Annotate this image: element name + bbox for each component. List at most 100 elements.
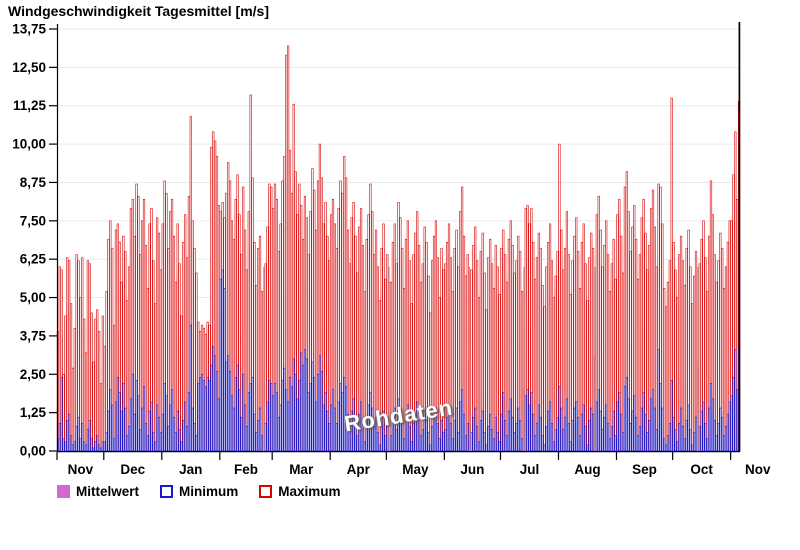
- legend-label-maximum: Maximum: [278, 484, 341, 499]
- min-bar: [507, 410, 510, 452]
- min-bar: [653, 407, 656, 452]
- max-bar: [655, 266, 658, 452]
- min-bar: [502, 392, 505, 452]
- min-bar: [328, 423, 331, 452]
- min-bar: [283, 367, 286, 452]
- max-bar: [668, 260, 671, 452]
- min-bar: [305, 358, 308, 452]
- max-bar: [69, 303, 73, 452]
- min-bar: [96, 435, 99, 452]
- min-bar: [539, 416, 542, 452]
- min-bar: [625, 377, 628, 452]
- max-bar: [550, 260, 554, 452]
- min-bar: [479, 420, 482, 452]
- max-bar: [81, 257, 84, 452]
- min-bar: [537, 404, 540, 452]
- min-bar: [573, 407, 576, 452]
- max-bar: [646, 269, 649, 452]
- min-bar: [92, 447, 95, 452]
- min-bar: [225, 361, 228, 452]
- min-bar: [290, 386, 293, 452]
- max-bar: [83, 318, 86, 452]
- min-bar: [592, 413, 595, 452]
- y-tick-label: 10,00: [12, 137, 46, 152]
- min-bar: [725, 426, 727, 452]
- min-bar: [564, 416, 566, 452]
- min-bar: [260, 435, 263, 452]
- x-month-label: Aug: [574, 462, 600, 477]
- max-bar: [487, 257, 490, 452]
- max-bar: [678, 254, 681, 452]
- max-bar: [545, 266, 548, 452]
- min-bar: [62, 438, 65, 452]
- max-bar: [335, 248, 338, 452]
- max-bar: [90, 312, 93, 452]
- max-bar: [554, 275, 557, 452]
- min-bar: [169, 404, 172, 452]
- min-bar: [487, 426, 490, 452]
- min-bar: [618, 392, 621, 452]
- max-bar: [245, 269, 249, 452]
- min-bar: [257, 420, 260, 452]
- min-bar: [700, 410, 703, 452]
- min-bar: [676, 441, 679, 452]
- min-bar: [730, 395, 733, 452]
- max-bar: [159, 269, 162, 452]
- x-month-label: Apr: [347, 462, 371, 477]
- min-bar: [431, 426, 434, 452]
- min-bar: [158, 416, 160, 452]
- min-bar: [244, 404, 246, 452]
- min-bar: [128, 426, 130, 452]
- min-bar: [612, 410, 615, 452]
- min-bar: [395, 429, 398, 452]
- min-bar: [313, 377, 316, 452]
- min-bar: [292, 358, 295, 452]
- min-bar: [511, 416, 514, 452]
- max-bar: [154, 303, 157, 452]
- min-bar: [481, 410, 484, 452]
- min-bar: [459, 401, 462, 452]
- min-bar: [148, 410, 151, 452]
- min-bar: [195, 435, 198, 452]
- max-bar: [328, 260, 331, 452]
- min-bar: [532, 413, 535, 452]
- min-bar: [289, 377, 291, 452]
- max-bar: [71, 367, 74, 452]
- max-bar: [485, 309, 488, 452]
- min-bar: [463, 413, 465, 452]
- min-bar: [70, 435, 72, 452]
- max-bar: [492, 288, 496, 452]
- min-bar: [551, 423, 553, 452]
- min-bar: [212, 346, 215, 452]
- min-bar: [519, 420, 522, 452]
- min-bar: [221, 269, 224, 452]
- min-bar: [569, 441, 572, 452]
- min-bar: [120, 410, 123, 452]
- max-bar: [724, 266, 728, 452]
- min-bar: [420, 435, 422, 452]
- max-bar: [693, 275, 696, 452]
- min-bar: [214, 355, 217, 452]
- min-bar: [182, 420, 185, 452]
- max-bar: [534, 278, 537, 452]
- min-bar: [152, 432, 155, 452]
- min-bar: [614, 435, 617, 452]
- min-bar: [577, 416, 580, 452]
- missing-data-marker: [594, 266, 596, 451]
- min-bar: [567, 423, 570, 452]
- min-bar: [274, 383, 276, 452]
- max-bar: [586, 300, 589, 452]
- min-bar: [272, 395, 275, 452]
- min-bar: [691, 444, 694, 452]
- min-bar: [672, 416, 675, 452]
- y-tick-label: 3,75: [20, 328, 47, 343]
- min-bar: [466, 423, 469, 452]
- legend-label-minimum: Minimum: [179, 484, 239, 499]
- min-bar: [98, 444, 101, 452]
- min-bar: [174, 432, 177, 452]
- min-bar: [642, 392, 645, 452]
- max-bar: [496, 266, 499, 452]
- legend-item-mittelwert: Mittelwert: [57, 484, 139, 499]
